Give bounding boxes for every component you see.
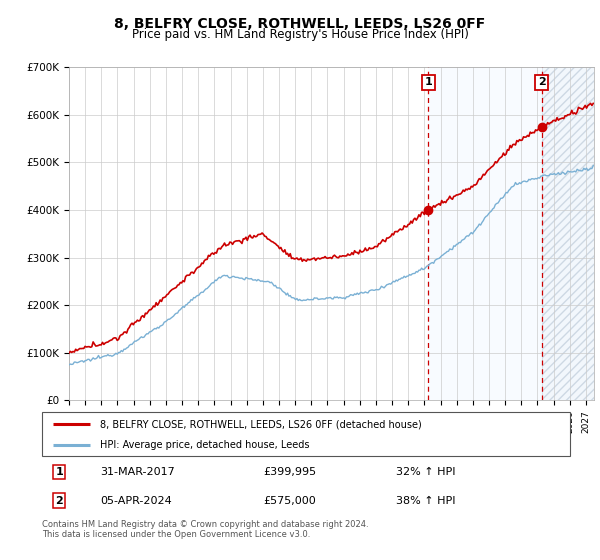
Text: 1: 1 — [55, 467, 63, 477]
Bar — [542, 67, 594, 400]
Text: 2: 2 — [538, 77, 545, 87]
Text: £399,995: £399,995 — [264, 467, 317, 477]
Text: £575,000: £575,000 — [264, 496, 317, 506]
Text: 31-MAR-2017: 31-MAR-2017 — [100, 467, 175, 477]
Bar — [542, 67, 594, 400]
Text: 38% ↑ HPI: 38% ↑ HPI — [396, 496, 455, 506]
Text: 1: 1 — [425, 77, 432, 87]
Text: HPI: Average price, detached house, Leeds: HPI: Average price, detached house, Leed… — [100, 440, 310, 450]
Text: 05-APR-2024: 05-APR-2024 — [100, 496, 172, 506]
Text: 8, BELFRY CLOSE, ROTHWELL, LEEDS, LS26 0FF: 8, BELFRY CLOSE, ROTHWELL, LEEDS, LS26 0… — [115, 17, 485, 31]
Text: 32% ↑ HPI: 32% ↑ HPI — [396, 467, 455, 477]
Text: 2: 2 — [55, 496, 63, 506]
Text: Contains HM Land Registry data © Crown copyright and database right 2024.
This d: Contains HM Land Registry data © Crown c… — [42, 520, 368, 539]
Bar — [428, 67, 594, 400]
Text: Price paid vs. HM Land Registry's House Price Index (HPI): Price paid vs. HM Land Registry's House … — [131, 28, 469, 41]
Text: 8, BELFRY CLOSE, ROTHWELL, LEEDS, LS26 0FF (detached house): 8, BELFRY CLOSE, ROTHWELL, LEEDS, LS26 0… — [100, 419, 422, 429]
